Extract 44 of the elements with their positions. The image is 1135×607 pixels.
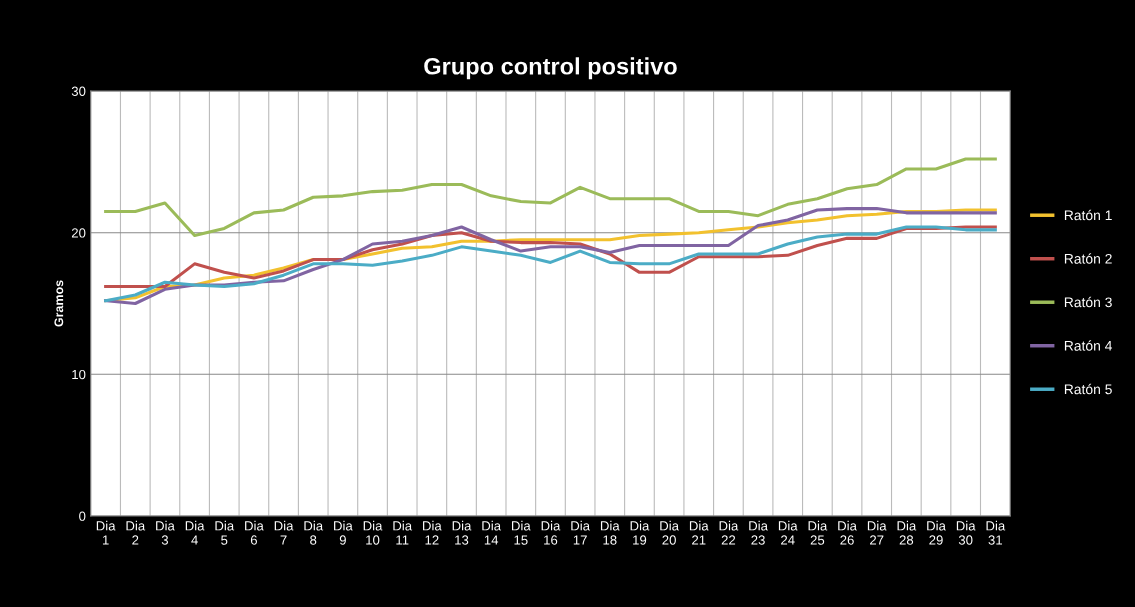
x-tick-label: Dia 31 [986, 520, 1006, 545]
x-tick-label: Dia 20 [660, 520, 679, 545]
legend-label: Ratón 3 [1064, 296, 1112, 308]
x-tick-label: Dia 4 [185, 520, 205, 545]
x-tick-label: Dia 26 [838, 520, 857, 545]
x-tick-label: Dia 14 [482, 520, 502, 545]
x-tick-label: Dia 12 [423, 520, 442, 545]
chart-title: Grupo control positivo [424, 57, 677, 80]
x-tick-label: Dia 9 [334, 520, 353, 545]
y-tick-label: 20 [71, 228, 86, 238]
x-tick-label: Dia 13 [452, 520, 472, 545]
x-tick-label: Dia 29 [927, 520, 946, 545]
x-tick-label: Dia 27 [867, 520, 887, 545]
y-tick-label: 30 [71, 86, 86, 96]
x-tick-label: Dia 23 [749, 520, 768, 545]
legend-label: Ratón 4 [1064, 340, 1113, 351]
x-tick-label: Dia 30 [956, 520, 976, 545]
y-axis-title: Gramos [54, 280, 64, 327]
x-tick-label: Dia 6 [245, 520, 264, 545]
x-tick-label: Dia 1 [96, 520, 116, 545]
x-tick-label: Dia 19 [630, 520, 650, 545]
legend-label: Ratón 5 [1064, 383, 1112, 395]
x-tick-label: Dia 7 [274, 520, 294, 545]
x-tick-label: Dia 10 [363, 520, 383, 545]
legend-label: Ratón 1 [1064, 209, 1112, 221]
x-tick-label: Dia 15 [512, 520, 531, 545]
y-tick-label: 0 [79, 511, 86, 521]
x-tick-label: Dia 16 [541, 520, 561, 545]
x-tick-label: Dia 3 [156, 520, 175, 545]
x-tick-label: Dia 5 [215, 520, 235, 545]
x-tick-label: Dia 11 [393, 520, 413, 545]
x-tick-label: Dia 25 [808, 520, 828, 545]
line-series [104, 225, 997, 303]
x-tick-label: Dia 18 [600, 520, 620, 545]
x-tick-label: Dia 21 [689, 520, 709, 545]
x-tick-label: Dia 17 [571, 520, 591, 545]
legend-label: Ratón 2 [1064, 253, 1112, 264]
x-tick-label: Dia 28 [897, 520, 917, 545]
x-tick-label: Dia 22 [719, 520, 739, 545]
x-tick-label: Dia 24 [778, 520, 798, 545]
line-series [104, 157, 997, 238]
x-tick-label: Dia 8 [304, 520, 324, 545]
y-tick-label: 10 [72, 369, 86, 380]
x-tick-label: Dia 2 [126, 520, 146, 545]
